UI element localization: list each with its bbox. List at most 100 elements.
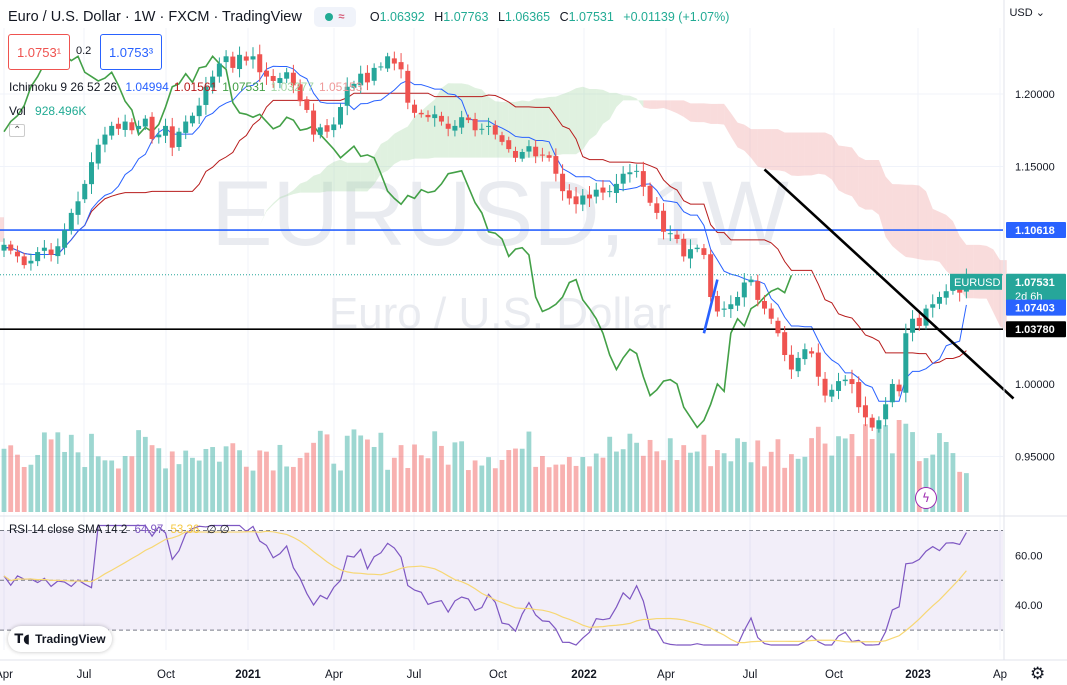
volume-bar-19 bbox=[129, 456, 135, 512]
sell-button[interactable]: 1.0753¹ bbox=[8, 34, 70, 70]
symbol-title[interactable]: Euro / U.S. Dollar · 1W · FXCM · Trading… bbox=[8, 9, 302, 25]
volume-bar-85 bbox=[573, 465, 579, 512]
volume-bar-31 bbox=[210, 447, 216, 512]
candle-body-133 bbox=[896, 384, 902, 392]
cloud-seg-68 bbox=[636, 98, 644, 108]
candle-body-61 bbox=[412, 104, 418, 113]
cloud-seg-62 bbox=[596, 88, 603, 135]
buy-price: 1.0753³ bbox=[108, 44, 154, 60]
branding-label: TradingView bbox=[35, 632, 106, 646]
volume-bar-71 bbox=[479, 465, 485, 512]
ichimoku-value-0: 1.04994 bbox=[125, 80, 169, 94]
cloud-seg-100 bbox=[851, 147, 859, 207]
volume-bar-111 bbox=[748, 462, 754, 512]
candle-body-55 bbox=[371, 67, 377, 81]
buy-button[interactable]: 1.0753³ bbox=[100, 34, 162, 70]
candle-body-7 bbox=[48, 249, 54, 255]
volume-bar-136 bbox=[916, 461, 922, 512]
candle-body-97 bbox=[654, 203, 660, 213]
cloud-seg-101 bbox=[858, 156, 866, 210]
ichimoku-legend[interactable]: Ichimoku 9 26 52 26 1.04994 1.01561 1.0753… bbox=[9, 80, 362, 94]
candle-body-62 bbox=[418, 112, 424, 115]
candle-body-135 bbox=[910, 318, 916, 333]
spread-value: 0.2 bbox=[76, 45, 92, 57]
volume-bar-40 bbox=[270, 470, 276, 512]
market-status-badge[interactable]: ≈ bbox=[313, 7, 356, 27]
candle-body-130 bbox=[876, 420, 882, 429]
volume-bar-9 bbox=[62, 451, 67, 512]
lightning-icon[interactable]: ϟ bbox=[915, 487, 937, 509]
candle-body-68 bbox=[459, 117, 465, 128]
volume-bar-92 bbox=[620, 449, 626, 512]
cloud-seg-52 bbox=[528, 98, 536, 158]
cloud-seg-45 bbox=[481, 89, 489, 158]
ohlc-open: 1.06392 bbox=[379, 10, 425, 24]
cloud-seg-91 bbox=[791, 132, 799, 177]
candle-body-93 bbox=[627, 172, 633, 175]
candle-body-91 bbox=[613, 183, 619, 193]
candle-body-2 bbox=[14, 251, 20, 257]
volume-bar-20 bbox=[136, 430, 141, 512]
candle-body-20 bbox=[136, 125, 142, 130]
candle-body-34 bbox=[230, 56, 236, 68]
candle-body-3 bbox=[21, 256, 27, 266]
volume-bar-106 bbox=[714, 450, 720, 512]
cloud-seg-51 bbox=[522, 100, 529, 158]
candle-body-49 bbox=[331, 124, 337, 131]
currency-selector[interactable]: USD ⌄ bbox=[1009, 6, 1045, 19]
volume-bar-120 bbox=[809, 438, 814, 512]
ohlc-close-key: C bbox=[559, 10, 569, 24]
volume-bar-76 bbox=[513, 448, 518, 512]
tradingview-logo[interactable]: ꓔ◖ TradingView bbox=[8, 626, 112, 652]
price-tick-1: 1.15000 bbox=[1015, 162, 1055, 174]
cloud-seg-13 bbox=[266, 203, 274, 212]
price-label-bg-2 bbox=[1006, 299, 1066, 316]
volume-bar-79 bbox=[533, 466, 539, 512]
volume-value: 928.496K bbox=[35, 104, 87, 118]
price-label-1: 1.07531 bbox=[1015, 277, 1055, 289]
gear-icon[interactable]: ⚙ bbox=[1030, 664, 1046, 684]
volume-bar-21 bbox=[142, 436, 148, 512]
candle-body-21 bbox=[142, 118, 148, 127]
volume-bar-30 bbox=[203, 448, 209, 512]
cloud-seg-50 bbox=[515, 100, 523, 158]
volume-bar-5 bbox=[35, 454, 41, 512]
volume-bar-72 bbox=[486, 457, 491, 512]
volume-legend[interactable]: Vol 928.496K bbox=[9, 104, 86, 118]
cloud-seg-58 bbox=[569, 88, 577, 155]
wave-icon: ≈ bbox=[338, 11, 345, 23]
price-tick-3: 0.95000 bbox=[1015, 452, 1055, 464]
candle-body-24 bbox=[163, 125, 169, 136]
volume-bar-22 bbox=[149, 445, 155, 512]
candle-body-10 bbox=[68, 212, 74, 231]
ichimoku-cloud bbox=[0, 83, 1007, 332]
volume-bar-28 bbox=[190, 457, 195, 512]
candle-body-110 bbox=[741, 282, 747, 298]
candle-body-9 bbox=[62, 230, 68, 248]
cloud-seg-18 bbox=[300, 181, 307, 193]
volume-bar-142 bbox=[957, 471, 963, 512]
volume-bar-7 bbox=[48, 439, 54, 512]
cloud-seg-97 bbox=[831, 135, 839, 191]
volume-bar-25 bbox=[169, 451, 175, 512]
legend-collapse-icon[interactable]: ⌃ bbox=[9, 124, 26, 137]
candle-body-104 bbox=[701, 248, 707, 255]
cloud-seg-102 bbox=[865, 159, 873, 210]
cloud-seg-80 bbox=[717, 103, 725, 125]
cloud-seg-42 bbox=[461, 83, 469, 158]
candle-body-1 bbox=[8, 244, 14, 251]
volume-bar-117 bbox=[789, 454, 794, 512]
candle-body-78 bbox=[526, 146, 532, 152]
volume-bar-80 bbox=[540, 456, 545, 512]
candle-body-56 bbox=[378, 66, 384, 68]
volume-bar-11 bbox=[75, 452, 81, 512]
volume-bar-95 bbox=[640, 455, 646, 512]
volume-bar-101 bbox=[681, 445, 687, 512]
rsi-legend[interactable]: RSI 14 close SMA 14 2 64.97 53.36 ∅ ∅ bbox=[9, 522, 230, 536]
cloud-seg-115 bbox=[952, 221, 960, 290]
impulse-line bbox=[702, 279, 719, 334]
volume-bar-66 bbox=[445, 464, 451, 512]
volume-bar-47 bbox=[317, 430, 323, 512]
candle-body-126 bbox=[849, 379, 855, 384]
